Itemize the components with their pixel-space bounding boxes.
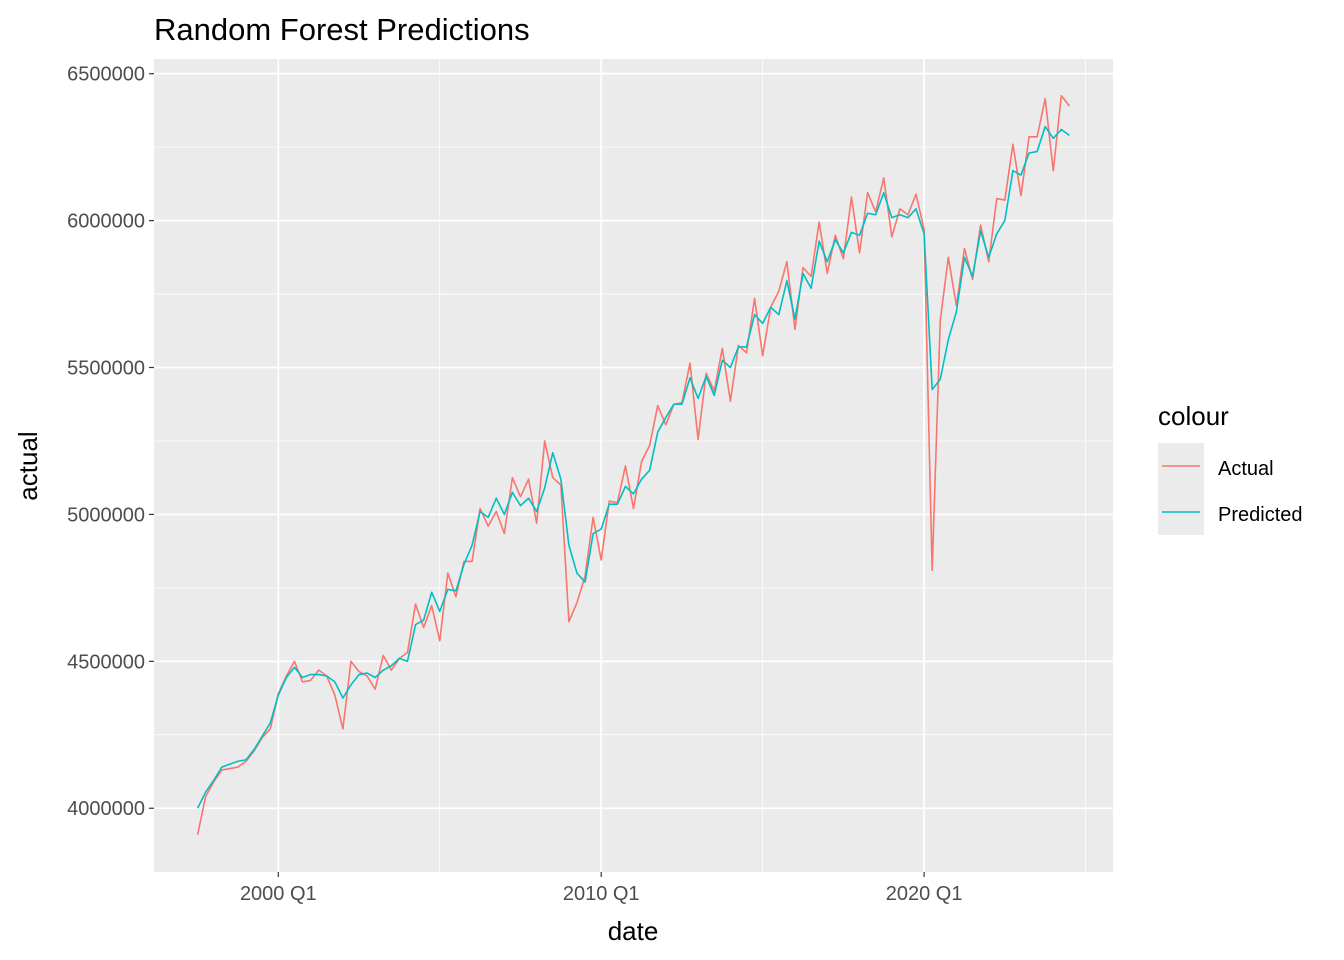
major-gridlines bbox=[154, 59, 1113, 872]
series-line-actual bbox=[196, 94, 1071, 835]
x-tick-label: 2010 Q1 bbox=[563, 883, 640, 905]
series-line-predicted bbox=[196, 125, 1070, 809]
series-layer bbox=[196, 94, 1071, 835]
x-tick-label: 2020 Q1 bbox=[886, 883, 963, 905]
y-tick-label: 6500000 bbox=[67, 64, 145, 86]
x-axis-title: date bbox=[608, 916, 659, 946]
y-axis-title: actual bbox=[13, 431, 43, 500]
plot-panel bbox=[154, 59, 1113, 872]
y-tick-label: 5000000 bbox=[67, 504, 145, 526]
legend-label-actual: Actual bbox=[1218, 458, 1274, 480]
y-axis: 4000000 4500000 5000000 5500000 6000000 65000… bbox=[67, 64, 154, 820]
legend-label-predicted: Predicted bbox=[1218, 504, 1303, 526]
x-axis: 2000 Q1 2010 Q1 2020 Q1 bbox=[240, 872, 963, 905]
minor-gridlines bbox=[154, 59, 1113, 872]
chart-title: Random Forest Predictions bbox=[154, 12, 530, 47]
legend: colour Actual Predicted bbox=[1158, 401, 1303, 535]
y-tick-label: 5500000 bbox=[67, 358, 145, 380]
legend-title: colour bbox=[1158, 401, 1229, 431]
y-tick-label: 4500000 bbox=[67, 651, 145, 673]
x-tick-label: 2000 Q1 bbox=[240, 883, 317, 905]
y-tick-label: 4000000 bbox=[67, 798, 145, 820]
y-tick-label: 6000000 bbox=[67, 211, 145, 233]
